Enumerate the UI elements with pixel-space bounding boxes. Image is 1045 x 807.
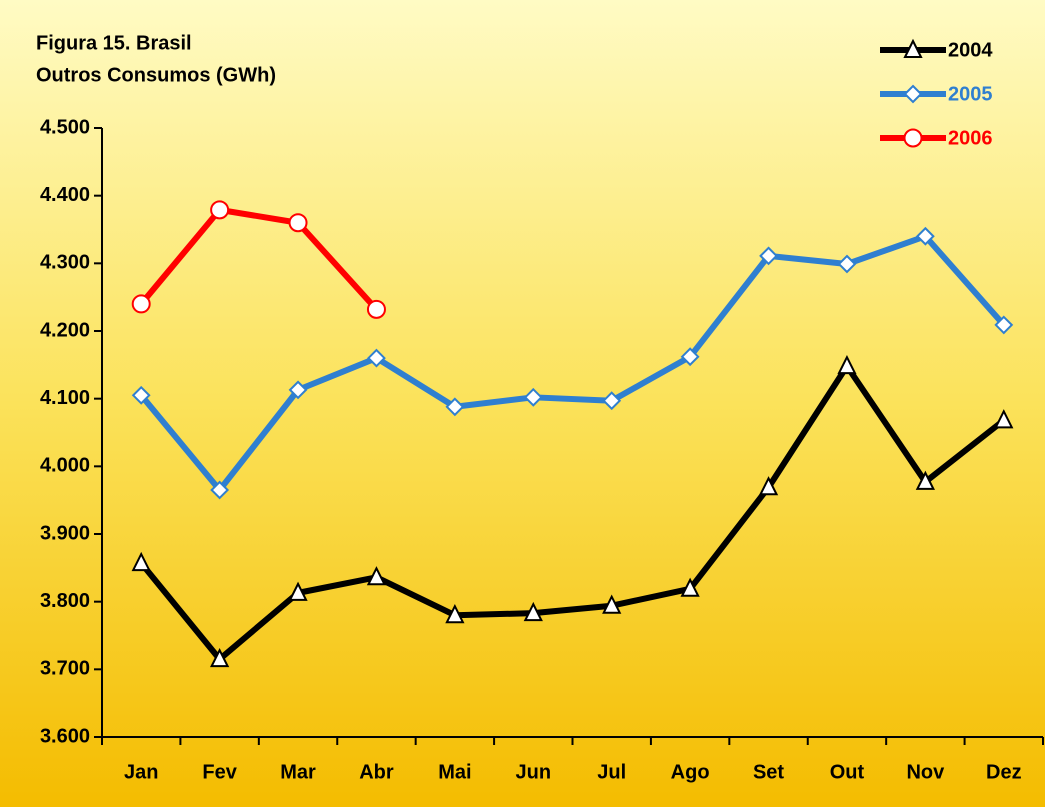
marker: [758, 476, 779, 496]
marker: [288, 380, 308, 400]
marker: [837, 254, 857, 274]
y-tick-label: 3.700: [40, 658, 90, 680]
y-tick-label: 3.800: [40, 590, 90, 612]
x-tick-label: Mar: [280, 761, 316, 783]
marker: [366, 299, 386, 319]
legend-label: 2004: [948, 39, 993, 61]
x-tick-label: Ago: [671, 761, 710, 783]
marker: [210, 480, 230, 500]
marker: [523, 601, 543, 622]
marker: [680, 347, 700, 367]
x-tick-label: Out: [830, 761, 865, 783]
series-line: [138, 363, 1006, 663]
marker: [915, 226, 935, 246]
y-tick-label: 4.000: [40, 455, 90, 477]
x-tick-label: Fev: [202, 761, 237, 783]
legend-label: 2006: [948, 127, 993, 149]
x-tick-label: Nov: [906, 761, 945, 783]
series-line: [138, 233, 1007, 494]
marker: [131, 551, 151, 572]
marker: [915, 470, 935, 490]
marker: [523, 387, 543, 407]
x-tick-label: Jan: [124, 761, 158, 783]
marker: [367, 348, 386, 368]
y-tick-label: 4.500: [40, 116, 90, 138]
x-tick-label: Set: [753, 761, 784, 783]
marker: [445, 397, 465, 417]
y-tick-label: 3.600: [40, 725, 90, 747]
marker: [288, 213, 308, 233]
marker: [445, 603, 465, 624]
marker: [131, 385, 151, 405]
marker: [131, 294, 151, 314]
y-tick-label: 3.900: [40, 522, 90, 544]
chart-title: Figura 15. Brasil: [36, 32, 192, 54]
x-tick-label: Abr: [359, 761, 394, 783]
chart-subtitle: Outros Consumos (GWh): [36, 64, 276, 86]
marker: [288, 581, 308, 601]
marker: [210, 647, 230, 668]
marker: [602, 391, 622, 411]
legend-label: 2005: [948, 83, 993, 105]
marker: [602, 594, 622, 614]
x-tick-label: Jul: [597, 761, 626, 783]
marker: [994, 315, 1014, 335]
series-line: [138, 206, 379, 312]
x-tick-label: Jun: [516, 761, 552, 783]
marker: [837, 354, 857, 375]
marker: [680, 577, 700, 597]
y-tick-label: 4.100: [40, 387, 90, 409]
legend-marker: [903, 128, 923, 148]
marker: [210, 200, 230, 220]
marker: [759, 246, 778, 266]
x-tick-label: Mai: [438, 761, 471, 783]
marker: [366, 566, 387, 586]
marker: [994, 409, 1014, 429]
legend-marker: [903, 84, 923, 104]
y-tick-label: 4.400: [40, 184, 90, 206]
x-tick-label: Dez: [986, 761, 1022, 783]
legend-marker: [903, 38, 923, 58]
y-tick-label: 4.300: [40, 252, 90, 274]
y-tick-label: 4.200: [40, 319, 90, 341]
